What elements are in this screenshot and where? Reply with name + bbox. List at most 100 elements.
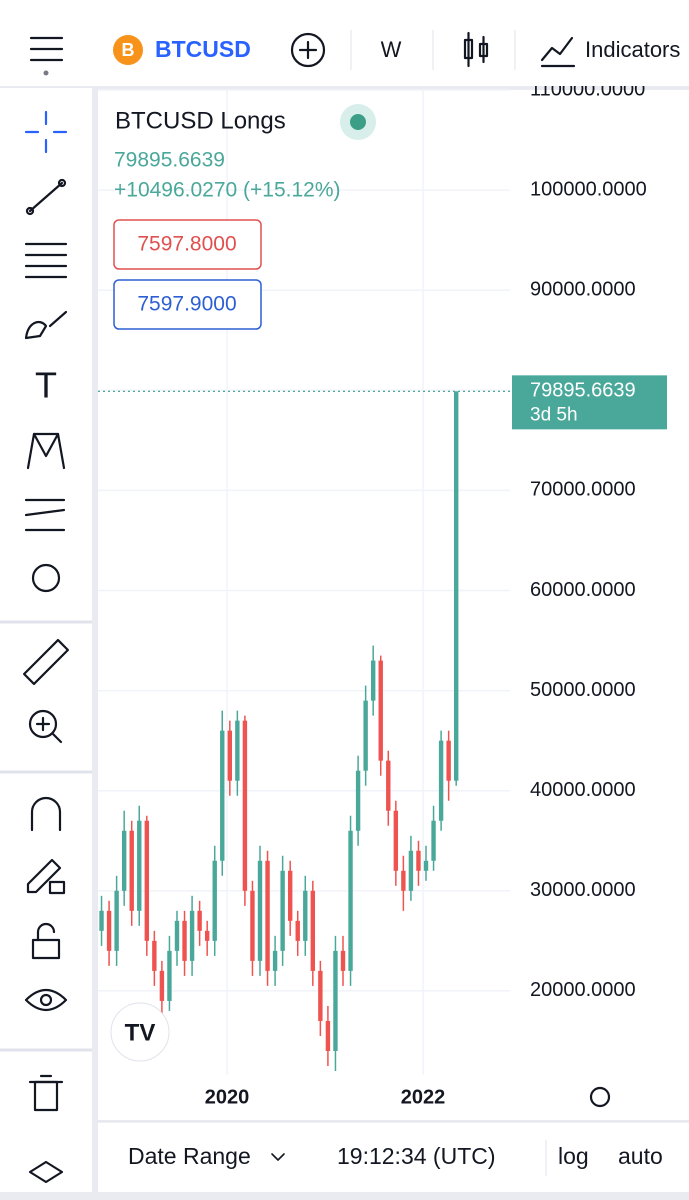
legend-change: +10496.0270 (+15.12%) — [114, 179, 341, 202]
candle-body — [137, 820, 142, 911]
menu-icon[interactable] — [29, 36, 64, 62]
candle-body — [333, 950, 338, 1051]
candle-body — [272, 950, 278, 971]
buy-button[interactable] — [113, 279, 262, 330]
candle-body — [348, 830, 353, 971]
candle-body — [310, 890, 316, 971]
countdown-label: 3d 5h — [530, 404, 578, 425]
chart-type-icon[interactable] — [463, 31, 489, 68]
chart: 20000.0000 30000.0000 40000.0000 50000.0000… — [98, 78, 667, 1108]
tv-logo[interactable] — [110, 1002, 170, 1062]
trash-icon[interactable] — [28, 1074, 64, 1112]
candle-body — [106, 910, 112, 951]
pattern-icon[interactable] — [26, 432, 66, 470]
candle-body — [167, 950, 172, 1001]
emoji-icon[interactable] — [31, 563, 61, 593]
y-tick-label: 30000.0000 — [530, 879, 636, 901]
candle-body — [152, 940, 157, 971]
sidebar — [0, 88, 92, 1200]
candle-body — [295, 920, 300, 941]
y-tick-label: 90000.0000 — [530, 278, 636, 300]
menu-dot — [43, 70, 49, 76]
candle-body — [227, 730, 233, 781]
candle-body — [174, 920, 180, 951]
candle-body — [363, 700, 368, 771]
add-plus — [298, 40, 318, 60]
settings-icon[interactable] — [589, 1086, 611, 1108]
y-tick-label: 20000.0000 — [530, 979, 636, 1001]
indicators[interactable]: Indicators — [585, 37, 680, 62]
zoom-icon[interactable] — [28, 709, 63, 744]
candle-body — [446, 740, 451, 781]
sell-price[interactable]: 7597.8000 — [137, 233, 236, 256]
lock-drawing-icon[interactable] — [26, 858, 66, 895]
candle-body — [386, 760, 391, 811]
candle-body — [340, 950, 346, 971]
magnet-icon[interactable] — [30, 796, 62, 832]
btc-icon — [113, 35, 143, 65]
crosshair-icon[interactable] — [24, 110, 68, 154]
candle-body — [182, 920, 187, 961]
y-tick-label: 60000.0000 — [530, 579, 636, 601]
layers-icon[interactable] — [28, 1160, 64, 1184]
legend-title: BTCUSD Longs — [115, 107, 286, 134]
candle-body — [393, 810, 399, 871]
candle-body — [189, 910, 195, 961]
indicators-icon[interactable] — [540, 36, 576, 68]
symbol[interactable]: BTCUSD — [155, 36, 251, 62]
candle-body — [212, 860, 217, 941]
log-toggle[interactable]: log — [558, 1143, 589, 1169]
candle-body — [438, 740, 444, 821]
lock-icon[interactable] — [31, 922, 61, 960]
candle-body — [129, 830, 134, 911]
candle-body — [423, 860, 429, 871]
candle-body — [370, 660, 376, 701]
y-tick-label: 70000.0000 — [530, 479, 636, 501]
y-tick-label: 40000.0000 — [530, 779, 636, 801]
interval[interactable]: W — [381, 37, 402, 62]
status-dot — [350, 114, 366, 130]
candle-body — [204, 930, 210, 941]
eye-icon[interactable] — [24, 988, 68, 1012]
candle-body — [431, 820, 436, 861]
ruler-icon[interactable] — [22, 638, 70, 686]
candle-body — [303, 890, 308, 941]
text-tool-icon[interactable]: T — [35, 365, 57, 406]
candle-body — [265, 860, 270, 971]
candle-body — [453, 391, 459, 781]
candle-body — [144, 820, 150, 941]
candle-body — [114, 890, 119, 951]
candle-body — [280, 870, 285, 951]
brush-icon[interactable] — [24, 310, 68, 340]
candle-body — [159, 970, 165, 1001]
candle-body — [287, 870, 293, 921]
clock: 19:12:34 (UTC) — [337, 1143, 496, 1169]
last-price-box — [512, 375, 667, 430]
y-tick-label: 100000.0000 — [530, 178, 647, 200]
tv-logo-text: TV — [125, 1019, 156, 1046]
fib-icon[interactable] — [24, 242, 68, 279]
candle-body — [121, 830, 127, 891]
candle-body — [99, 910, 104, 931]
bottom-edge — [0, 1192, 689, 1200]
candle-body — [197, 910, 202, 931]
buy-price[interactable]: 7597.9000 — [137, 293, 236, 316]
candle-body — [325, 1020, 331, 1051]
candle-body — [416, 850, 421, 871]
candle-body — [235, 720, 240, 781]
y-tick-label: 50000.0000 — [530, 679, 636, 701]
sell-button[interactable] — [113, 219, 262, 270]
candle-body — [318, 970, 323, 1021]
candle-body — [401, 870, 406, 891]
candle-body — [355, 770, 361, 831]
btc-icon-glyph: B — [122, 40, 135, 60]
last-price-label: 79895.6639 — [530, 380, 636, 402]
x-tick-label: 2020 — [205, 1086, 250, 1108]
prediction-icon[interactable] — [24, 498, 66, 532]
date-range[interactable]: Date Range — [128, 1143, 251, 1169]
add-icon[interactable] — [290, 32, 326, 68]
auto-toggle[interactable]: auto — [618, 1143, 663, 1169]
bottom-bar — [98, 1122, 689, 1192]
trendline-icon[interactable] — [25, 178, 67, 216]
